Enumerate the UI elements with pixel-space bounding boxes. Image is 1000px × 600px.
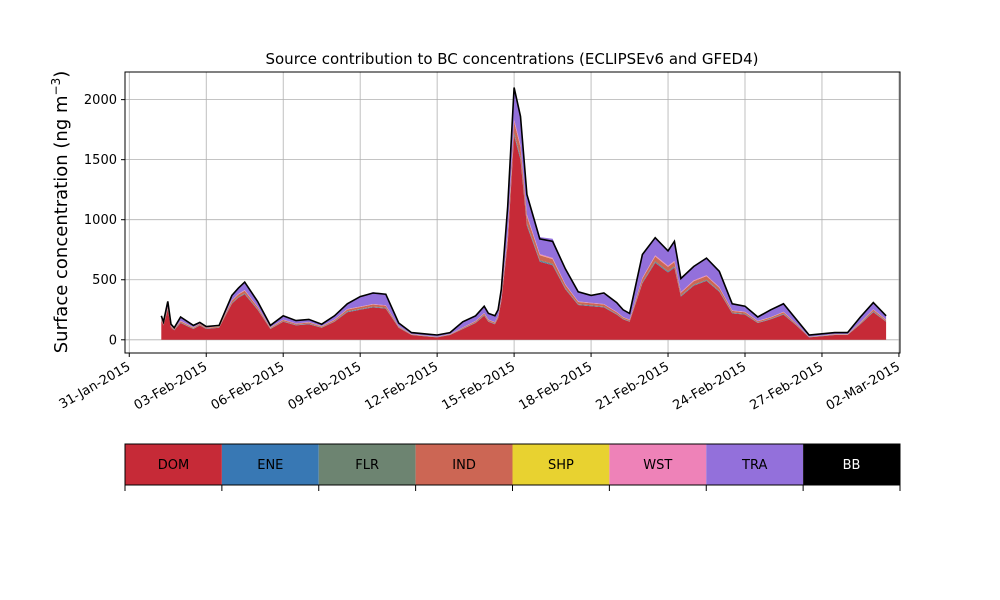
series-area-dom [161, 135, 887, 340]
x-tick-label: 31-Jan-2015 [57, 359, 134, 412]
legend-swatch-tra [706, 444, 804, 485]
legend-label-shp: SHP [548, 458, 574, 473]
chart-title: Source contribution to BC concentrations… [265, 50, 758, 68]
legend-swatch-bb [803, 444, 900, 485]
x-tick-label: 15-Feb-2015 [440, 359, 519, 413]
x-tick-label: 03-Feb-2015 [132, 359, 211, 413]
legend-swatch-flr [318, 444, 416, 485]
series-area-tra [161, 87, 887, 337]
legend-swatch-ene [221, 444, 319, 485]
legend-label-ene: ENE [257, 458, 283, 473]
total-line [160, 87, 887, 336]
x-tick-label: 12-Feb-2015 [363, 359, 442, 413]
y-tick-label: 500 [92, 273, 117, 288]
y-tick-label: 0 [109, 333, 117, 348]
legend-label-wst: WST [643, 458, 672, 473]
x-tick-label: 27-Feb-2015 [747, 359, 826, 413]
x-tick-label: 18-Feb-2015 [517, 359, 596, 413]
legend-label-bb: BB [843, 458, 861, 473]
y-axis-label-close: ) [51, 71, 72, 78]
legend-label-flr: FLR [355, 458, 379, 473]
y-tick-label: 1500 [84, 153, 117, 168]
x-tick-label: 21-Feb-2015 [593, 359, 672, 413]
x-tick-label: 02-Mar-2015 [824, 359, 903, 413]
legend: DOM ENE FLR IND SHP WST TRA BB [124, 443, 901, 491]
y-axis-label: Surface concentration (ng m−3) [49, 71, 72, 354]
legend-label-dom: DOM [158, 458, 189, 473]
legend-swatch-wst [609, 444, 707, 485]
x-tick-label: 06-Feb-2015 [209, 359, 288, 413]
y-tick-label: 2000 [84, 93, 117, 108]
x-tick-label: 24-Feb-2015 [670, 359, 749, 413]
legend-label-ind: IND [452, 458, 476, 473]
legend-swatch-ind [415, 444, 513, 485]
y-tick-label: 1000 [84, 213, 117, 228]
y-axis-label-main: Surface concentration (ng m [51, 95, 72, 353]
legend-swatch-dom [125, 444, 222, 485]
x-tick-label: 09-Feb-2015 [286, 359, 365, 413]
legend-swatch-shp [512, 444, 610, 485]
y-axis-label-superscript: −3 [49, 78, 63, 96]
legend-label-tra: TRA [741, 458, 767, 473]
axes-frame [124, 71, 901, 354]
plot-area: 0 500 1000 1500 2000 31-Jan-201503-Feb-201506… [57, 71, 903, 414]
